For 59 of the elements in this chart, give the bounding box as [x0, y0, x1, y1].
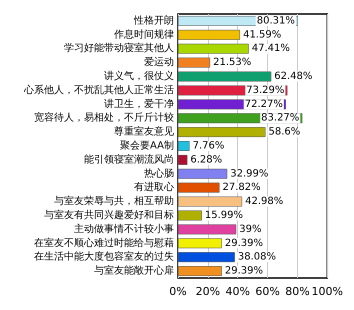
y-tick-label: 宽容待人，易相处，不斤斤计较 — [34, 112, 174, 124]
data-label: 62.48% — [274, 71, 312, 82]
y-tick-label: 能引领寝室潮流风尚 — [84, 153, 174, 166]
data-label: 15.99% — [204, 210, 244, 221]
y-tick-label: 讲义气，很仗义 — [104, 70, 174, 82]
y-tick-label: 在室友不顺心难过时能给与慰藉 — [34, 236, 174, 249]
x-tick-label: 20% — [196, 285, 220, 298]
bar — [178, 72, 272, 82]
bar — [178, 196, 242, 207]
data-label: 73.29% — [246, 84, 284, 96]
y-tick-label: 与室友荣辱与共，相互帮助 — [54, 195, 174, 208]
bar — [178, 252, 235, 262]
bar — [178, 182, 220, 193]
bar — [178, 58, 210, 68]
x-tick-label: 0% — [169, 285, 187, 298]
data-label: 38.08% — [238, 252, 276, 263]
bar — [178, 127, 266, 138]
y-tick-label: 在生活中能大度包容室友的过失 — [34, 250, 174, 263]
data-label: 29.39% — [224, 238, 264, 249]
y-tick-label: 热心肠 — [144, 167, 174, 180]
bar — [178, 266, 222, 276]
data-label: 7.76% — [192, 140, 224, 152]
data-label: 72.27% — [244, 98, 283, 110]
y-tick-label: 与室友有共同兴趣爱好和目标 — [44, 208, 174, 221]
bar — [178, 168, 228, 179]
y-tick-label: 作息时间规律 — [113, 28, 174, 40]
data-label: 83.27% — [261, 112, 300, 124]
y-tick-label: 与室友能敞开心扉 — [94, 264, 174, 277]
data-label: 27.82% — [222, 182, 261, 194]
data-label: 42.98% — [245, 196, 284, 208]
data-label: 29.39% — [224, 266, 264, 277]
y-tick-label: 尊重室友意见 — [114, 126, 174, 138]
bar — [178, 238, 222, 248]
y-tick-label: 聚会要AA制 — [120, 140, 174, 152]
x-tick-label: 80% — [285, 285, 310, 298]
y-tick-label: 有进取心 — [134, 181, 174, 194]
data-label: 58.6% — [268, 126, 300, 138]
x-tick-label: 100% — [312, 285, 344, 298]
data-label: 32.99% — [230, 168, 268, 180]
y-tick-label: 学习好能带动寝室其他人 — [64, 42, 174, 54]
y-tick-label: 心系他人，不扰乱其他人正常生活 — [23, 84, 174, 96]
data-label: 47.41% — [252, 43, 290, 54]
y-tick-label: 爱运动 — [144, 56, 174, 68]
x-tick-label: 60% — [255, 285, 280, 298]
x-tick-label: 40% — [225, 285, 250, 298]
bar — [178, 44, 249, 54]
bar — [178, 210, 202, 220]
data-label: 39% — [239, 224, 262, 235]
data-label: 41.59% — [243, 29, 282, 40]
y-tick-label: 讲卫生，爱干净 — [104, 98, 174, 110]
y-tick-label: 性格开朗 — [133, 14, 174, 26]
bar — [178, 30, 240, 40]
bar — [178, 154, 188, 165]
bar — [178, 224, 236, 234]
data-label: 80.31% — [256, 15, 295, 26]
data-label: 6.28% — [190, 154, 222, 166]
bar — [178, 141, 190, 151]
y-tick-label: 主动做事情不计较小事 — [74, 222, 174, 235]
data-label: 21.53% — [213, 57, 252, 68]
